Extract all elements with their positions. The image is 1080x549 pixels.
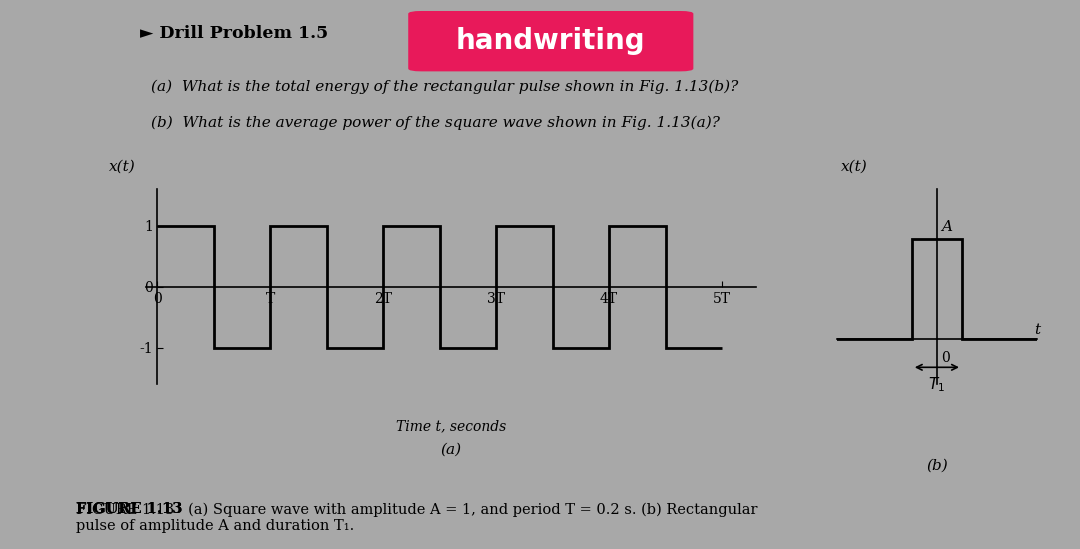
Text: x(t): x(t) (841, 160, 867, 174)
Text: handwriting: handwriting (456, 27, 646, 55)
Text: FIGURE 1.13   (a) Square wave with amplitude A = 1, and period T = 0.2 s. (b) Re: FIGURE 1.13 (a) Square wave with amplitu… (76, 502, 757, 533)
FancyBboxPatch shape (408, 11, 693, 71)
Text: FIGURE 1.13: FIGURE 1.13 (76, 502, 181, 517)
Text: $T_1$: $T_1$ (929, 376, 945, 394)
Text: (b)  What is the average power of the square wave shown in Fig. 1.13(a)?: (b) What is the average power of the squ… (151, 115, 720, 130)
Text: x(t): x(t) (109, 160, 136, 174)
Text: (a)  What is the total energy of the rectangular pulse shown in Fig. 1.13(b)?: (a) What is the total energy of the rect… (151, 80, 739, 94)
Text: t: t (1034, 323, 1040, 337)
Text: ► Drill Problem 1.5: ► Drill Problem 1.5 (140, 25, 328, 42)
Text: (b): (b) (926, 458, 948, 472)
Text: 0: 0 (941, 351, 950, 365)
Text: FIGURE 1.13: FIGURE 1.13 (76, 502, 181, 517)
Text: Time t, seconds: Time t, seconds (395, 419, 507, 433)
Text: A: A (941, 220, 953, 234)
Text: (a): (a) (441, 442, 461, 457)
